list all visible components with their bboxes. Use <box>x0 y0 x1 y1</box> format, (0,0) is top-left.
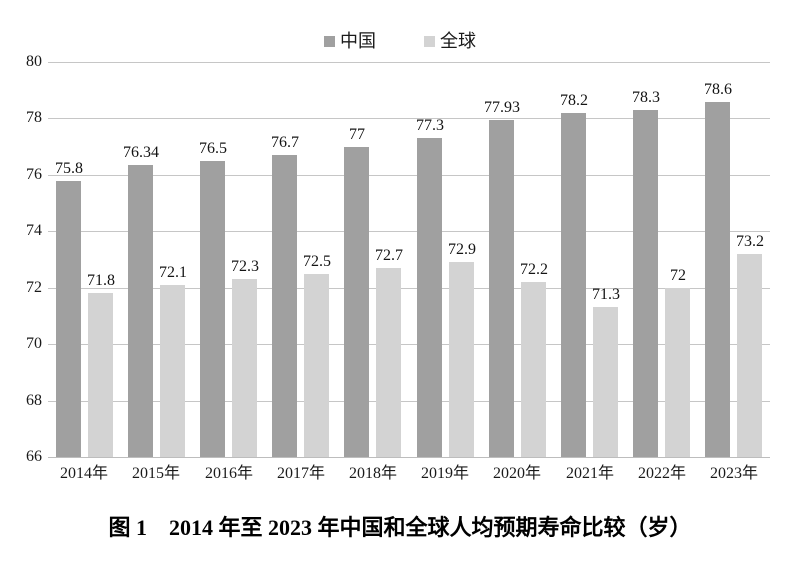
y-axis-tick-label: 74 <box>26 222 42 239</box>
bar-china <box>128 165 153 457</box>
x-axis-tick-label: 2017年 <box>276 465 325 482</box>
bar-value-label: 77 <box>349 126 365 143</box>
bar-value-label: 78.2 <box>560 92 588 109</box>
legend-label-china: 中国 <box>340 31 376 51</box>
bar-value-label: 75.8 <box>55 160 83 177</box>
y-axis-tick-label: 80 <box>26 53 42 70</box>
bar-china <box>56 181 81 457</box>
y-axis-tick-label: 78 <box>26 109 42 126</box>
bar-value-label: 71.3 <box>592 286 620 303</box>
bar-value-label: 71.8 <box>87 272 115 289</box>
bar-global <box>160 285 185 457</box>
gridline <box>48 175 770 176</box>
bar-china <box>633 110 658 457</box>
bar-value-label: 72.2 <box>520 261 548 278</box>
x-axis-tick-label: 2022年 <box>637 465 686 482</box>
y-axis-tick-label: 68 <box>26 392 42 409</box>
bar-china <box>200 161 225 457</box>
bar-global <box>376 268 401 457</box>
legend: 中国 全球 <box>0 32 800 50</box>
bar-value-label: 72.9 <box>448 241 476 258</box>
bar-value-label: 76.34 <box>123 144 159 161</box>
x-axis-tick-label: 2015年 <box>131 465 180 482</box>
y-axis-tick-label: 72 <box>26 279 42 296</box>
legend-item-global: 全球 <box>424 32 476 50</box>
bar-china <box>344 147 369 457</box>
y-axis-tick-label: 70 <box>26 335 42 352</box>
bar-global <box>232 279 257 457</box>
gridline <box>48 231 770 232</box>
bar-china <box>561 113 586 457</box>
bar-value-label: 72 <box>670 267 686 284</box>
gridline <box>48 288 770 289</box>
bar-value-label: 78.3 <box>632 89 660 106</box>
bar-value-label: 78.6 <box>704 81 732 98</box>
bar-value-label: 73.2 <box>736 233 764 250</box>
gridline <box>48 457 770 458</box>
bar-global <box>449 262 474 457</box>
bar-global <box>304 274 329 457</box>
bar-china <box>489 120 514 457</box>
bar-value-label: 77.3 <box>416 117 444 134</box>
bar-china <box>272 155 297 457</box>
bar-value-label: 72.7 <box>375 247 403 264</box>
x-axis-tick-label: 2020年 <box>492 465 541 482</box>
y-axis-tick-label: 66 <box>26 448 42 465</box>
legend-swatch-global <box>424 35 435 47</box>
x-axis-tick-label: 2023年 <box>709 465 758 482</box>
figure-caption: 图 1 2014 年至 2023 年中国和全球人均预期寿命比较（岁） <box>108 515 692 540</box>
x-axis-tick-label: 2016年 <box>204 465 253 482</box>
bar-value-label: 72.1 <box>159 264 187 281</box>
x-axis-tick-label: 2018年 <box>348 465 397 482</box>
gridline <box>48 62 770 63</box>
bar-global <box>521 282 546 457</box>
legend-label-global: 全球 <box>440 31 476 51</box>
bar-global <box>665 288 690 457</box>
gridline <box>48 344 770 345</box>
legend-swatch-china <box>324 35 335 47</box>
bar-value-label: 76.5 <box>199 140 227 157</box>
bar-global <box>593 307 618 457</box>
x-axis-tick-label: 2019年 <box>420 465 469 482</box>
bar-china <box>417 138 442 457</box>
bar-value-label: 72.5 <box>303 253 331 270</box>
legend-item-china: 中国 <box>324 32 376 50</box>
bar-value-label: 72.3 <box>231 258 259 275</box>
y-axis-tick-label: 76 <box>26 166 42 183</box>
bar-value-label: 76.7 <box>271 134 299 151</box>
x-axis-tick-label: 2021年 <box>565 465 614 482</box>
bar-china <box>705 102 730 457</box>
gridline <box>48 401 770 402</box>
gridline <box>48 118 770 119</box>
bar-value-label: 77.93 <box>484 99 520 116</box>
bar-global <box>88 293 113 457</box>
x-axis-tick-label: 2014年 <box>59 465 108 482</box>
bar-global <box>737 254 762 457</box>
